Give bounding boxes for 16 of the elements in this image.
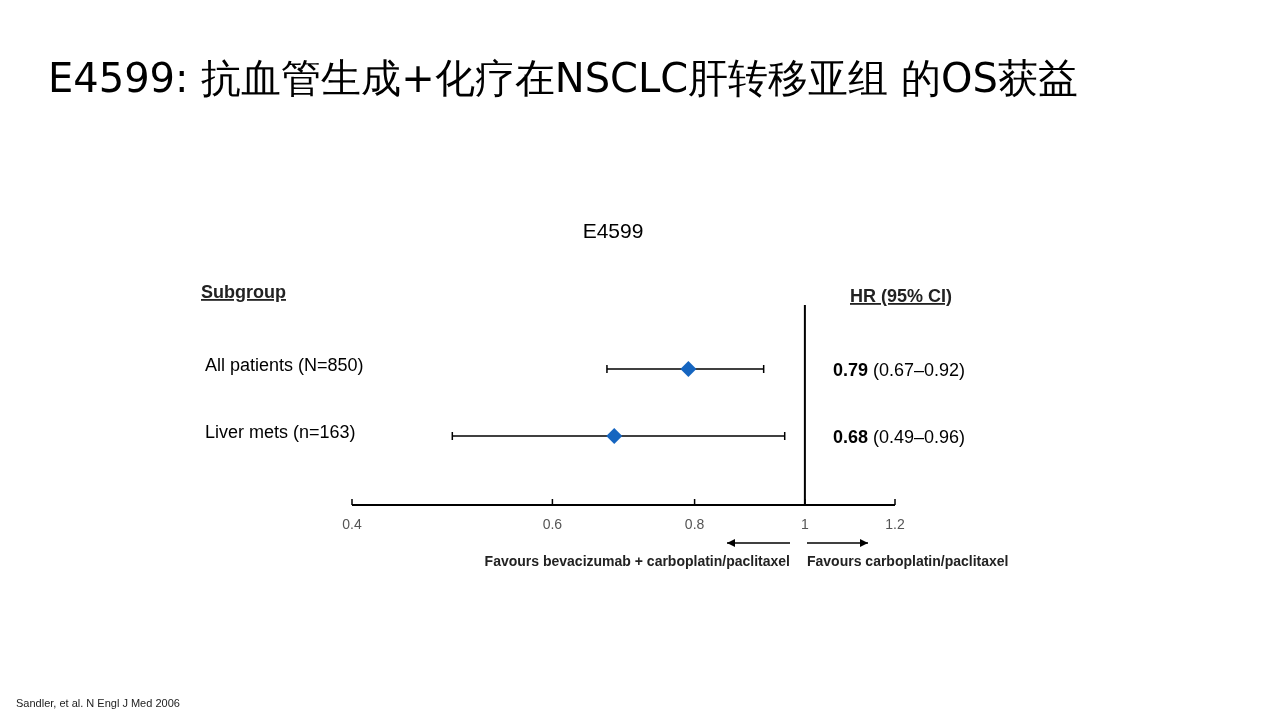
annotation: HR (95% CI) (850, 286, 953, 306)
text: Favours carboplatin/paclitaxel (807, 553, 1009, 569)
chart-subtitle: E4599 (582, 219, 644, 242)
x-tick-label: 0.8 (684, 516, 705, 532)
x-tick-label: 0.6 (542, 516, 563, 532)
annotation: 0.68 (0.49–0.96) (833, 427, 966, 447)
x-tick-label: 0.4 (342, 516, 362, 532)
chart-title: E4599: 抗血管生成+化疗在NSCLC肝转移亚组 的OS获益 (48, 55, 1078, 101)
text: Sandler, et al. N Engl J Med 2006 (16, 697, 180, 709)
text: Subgroup (201, 282, 286, 302)
x-tick-label: 1.2 (885, 516, 905, 532)
x-tick-label: 1 (800, 516, 809, 532)
y-tick-label: All patients (N=850) (205, 355, 364, 375)
text: Favours bevacizumab + carboplatin/paclitaxel (484, 553, 790, 569)
annotation: 0.79 (0.67–0.92) (833, 360, 966, 380)
y-tick-label: Liver mets (n=163) (205, 422, 356, 442)
